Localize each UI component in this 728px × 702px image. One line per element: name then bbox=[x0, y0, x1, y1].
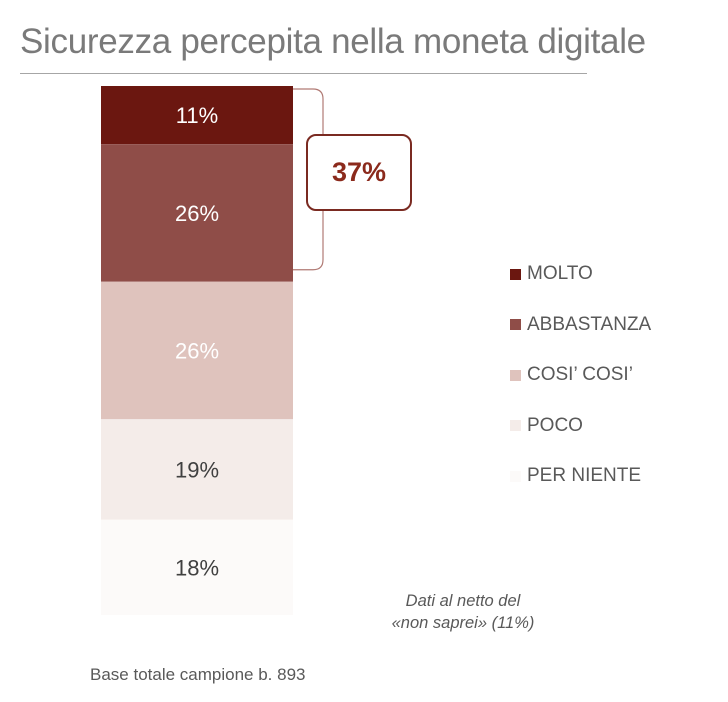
legend-label: COSI’ COSI’ bbox=[527, 364, 633, 386]
legend-item-abbastanza: ABBASTANZA bbox=[510, 300, 651, 351]
data-label-molto: 11% bbox=[176, 103, 218, 128]
bar-segment-cosi-cosi bbox=[101, 281, 293, 420]
legend-swatch bbox=[510, 420, 521, 432]
footnote-line-1: Dati al netto del bbox=[405, 592, 521, 610]
data-label-abbastanza: 26% bbox=[175, 201, 219, 226]
legend-swatch bbox=[510, 470, 521, 482]
footnote: Dati al netto del «non saprei» (11%) bbox=[378, 590, 548, 634]
legend-label: PER NIENTE bbox=[527, 465, 642, 487]
bar-segment-per-niente bbox=[101, 519, 293, 615]
bar-segment-poco bbox=[101, 419, 293, 520]
legend-label: MOLTO bbox=[527, 263, 593, 285]
bar-segment-abbastanza bbox=[101, 144, 293, 282]
legend-item-per-niente: PER NIENTE bbox=[510, 451, 651, 502]
chart-title: Sicurezza percepita nella moneta digital… bbox=[20, 22, 646, 61]
legend-label: POCO bbox=[527, 414, 583, 436]
footnote-line-2: «non saprei» (11%) bbox=[391, 614, 535, 632]
legend-item-cosi-cosi: COSI’ COSI’ bbox=[510, 350, 651, 401]
sample-base-text: Base totale campione b. 893 bbox=[90, 665, 306, 684]
legend-swatch bbox=[510, 369, 521, 381]
legend-label: ABBASTANZA bbox=[527, 313, 652, 335]
legend-swatch bbox=[510, 268, 521, 280]
legend-item-molto: MOLTO bbox=[510, 249, 651, 300]
legend: MOLTO ABBASTANZA COSI’ COSI’ POCO PER NIENTE bbox=[510, 249, 651, 502]
data-label-cosi-cosi: 26% bbox=[175, 339, 219, 364]
data-label-poco: 19% bbox=[175, 458, 219, 483]
legend-swatch bbox=[510, 319, 521, 331]
legend-item-poco: POCO bbox=[510, 401, 651, 452]
data-label-per-niente: 18% bbox=[175, 555, 219, 580]
bar-segment-molto bbox=[101, 86, 293, 145]
total-highlight-badge: 37% bbox=[306, 134, 412, 211]
title-divider bbox=[20, 73, 587, 74]
